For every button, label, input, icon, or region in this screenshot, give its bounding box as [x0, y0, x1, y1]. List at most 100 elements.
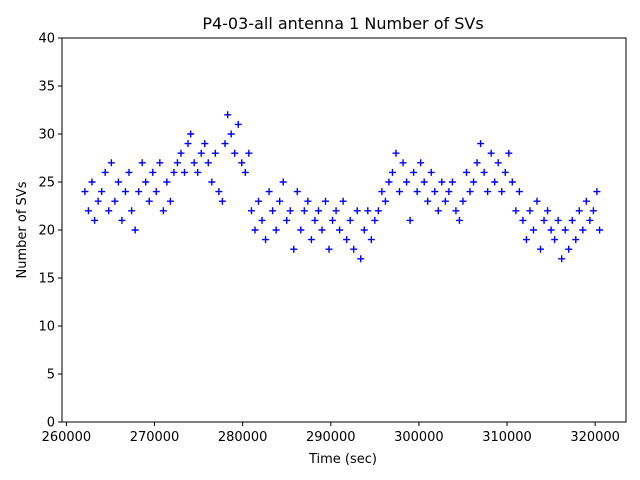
data-point	[208, 178, 216, 186]
data-point	[152, 188, 160, 196]
data-point	[329, 216, 337, 224]
data-point	[265, 188, 273, 196]
data-point	[568, 216, 576, 224]
data-point	[579, 226, 587, 234]
data-point	[396, 188, 404, 196]
y-tick-label: 15	[38, 272, 55, 287]
data-point	[131, 226, 139, 234]
data-point	[211, 149, 219, 157]
data-point	[166, 197, 174, 205]
chart-title: P4-03-all antenna 1 Number of SVs	[202, 14, 483, 33]
data-point	[138, 159, 146, 167]
data-point	[125, 168, 133, 176]
data-point	[255, 197, 263, 205]
data-point	[245, 149, 253, 157]
data-point	[128, 207, 136, 215]
data-point	[565, 245, 573, 253]
data-point	[526, 207, 534, 215]
data-point	[262, 236, 270, 244]
data-point	[343, 236, 351, 244]
data-point	[135, 188, 143, 196]
data-point	[194, 168, 202, 176]
data-point	[406, 216, 414, 224]
data-point	[413, 188, 421, 196]
data-point	[336, 226, 344, 234]
data-point	[378, 188, 386, 196]
data-point	[81, 188, 89, 196]
data-point	[470, 178, 478, 186]
data-point	[410, 168, 418, 176]
data-point	[508, 178, 516, 186]
data-point	[145, 197, 153, 205]
data-point	[593, 188, 601, 196]
data-point	[466, 188, 474, 196]
data-point	[221, 140, 229, 148]
data-point	[197, 149, 205, 157]
data-point	[371, 216, 379, 224]
data-point	[314, 207, 322, 215]
x-tick-label: 270000	[130, 430, 180, 445]
data-point	[392, 149, 400, 157]
data-point	[180, 168, 188, 176]
data-point	[272, 226, 280, 234]
data-point	[438, 178, 446, 186]
data-point	[269, 207, 277, 215]
y-axis-label: Number of SVs	[15, 181, 30, 278]
data-point	[114, 178, 122, 186]
data-point	[201, 140, 209, 148]
data-point	[381, 197, 389, 205]
data-point	[118, 216, 126, 224]
data-point	[512, 207, 520, 215]
data-point	[364, 207, 372, 215]
data-point	[353, 207, 361, 215]
data-point	[360, 226, 368, 234]
data-point	[218, 197, 226, 205]
data-point	[501, 168, 509, 176]
data-point	[515, 188, 523, 196]
x-tick-label: 300000	[394, 430, 444, 445]
y-tick-label: 30	[38, 128, 55, 143]
data-point	[321, 197, 329, 205]
y-tick-label: 35	[38, 80, 55, 95]
data-point	[519, 216, 527, 224]
data-point	[98, 188, 106, 196]
data-point	[452, 207, 460, 215]
data-point	[441, 197, 449, 205]
x-tick-label: 260000	[42, 430, 92, 445]
data-point	[589, 207, 597, 215]
data-point	[184, 140, 192, 148]
data-point	[537, 245, 545, 253]
data-point	[173, 159, 181, 167]
data-point	[427, 168, 435, 176]
data-point	[177, 149, 185, 157]
data-point	[276, 197, 284, 205]
data-point	[251, 226, 259, 234]
data-point	[575, 207, 583, 215]
data-point	[286, 207, 294, 215]
data-point	[94, 197, 102, 205]
data-point	[227, 130, 235, 138]
data-point	[339, 197, 347, 205]
data-point	[403, 178, 411, 186]
data-point	[498, 188, 506, 196]
data-point	[424, 197, 432, 205]
data-point	[522, 236, 530, 244]
data-point	[445, 188, 453, 196]
data-point	[473, 159, 481, 167]
y-axis-ticks: 0 5 10 15 20 25 30 35 40	[38, 32, 62, 431]
data-point	[231, 149, 239, 157]
data-point	[547, 226, 555, 234]
data-point	[367, 236, 375, 244]
data-point	[586, 216, 594, 224]
data-point	[107, 159, 115, 167]
data-point	[105, 207, 113, 215]
data-point	[187, 130, 195, 138]
data-point	[156, 159, 164, 167]
data-point	[332, 207, 340, 215]
data-point	[297, 226, 305, 234]
data-point	[431, 188, 439, 196]
x-axis-ticks: 260000 270000 280000 290000 300000 310000 3200…	[42, 422, 620, 445]
data-point	[554, 216, 562, 224]
data-point	[234, 120, 242, 128]
data-point	[487, 149, 495, 157]
